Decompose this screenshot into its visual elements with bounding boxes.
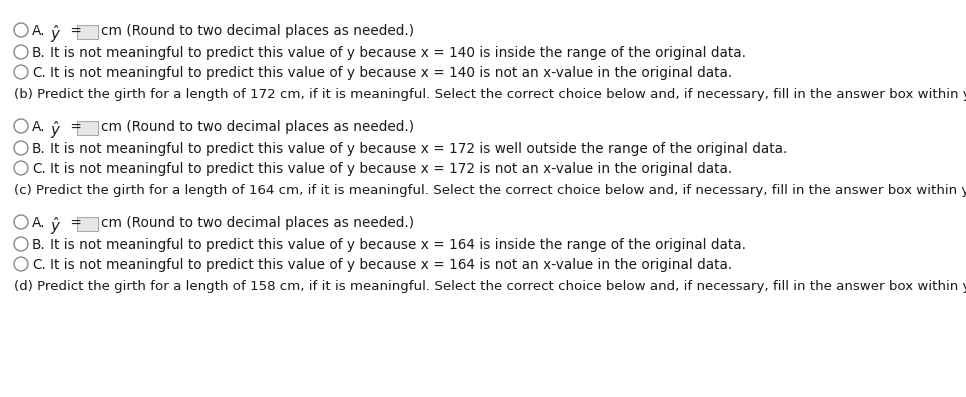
Text: It is not meaningful to predict this value of y because x = 172 is not an x-valu: It is not meaningful to predict this val… <box>50 162 732 176</box>
Text: $\hat{y}$: $\hat{y}$ <box>50 119 62 141</box>
Text: C.: C. <box>32 66 45 80</box>
Text: B.: B. <box>32 142 45 156</box>
Text: It is not meaningful to predict this value of y because x = 172 is well outside : It is not meaningful to predict this val… <box>50 142 787 156</box>
Text: =: = <box>66 216 82 230</box>
FancyBboxPatch shape <box>76 25 98 39</box>
Text: B.: B. <box>32 238 45 252</box>
Text: cm (Round to two decimal places as needed.): cm (Round to two decimal places as neede… <box>101 216 414 230</box>
Text: B.: B. <box>32 46 45 60</box>
Text: $\hat{y}$: $\hat{y}$ <box>50 23 62 45</box>
Text: It is not meaningful to predict this value of y because x = 140 is not an x-valu: It is not meaningful to predict this val… <box>50 66 732 80</box>
Text: It is not meaningful to predict this value of y because x = 164 is not an x-valu: It is not meaningful to predict this val… <box>50 258 732 272</box>
Text: cm (Round to two decimal places as needed.): cm (Round to two decimal places as neede… <box>101 120 414 134</box>
Text: A.: A. <box>32 120 45 134</box>
Text: A.: A. <box>32 216 45 230</box>
Text: It is not meaningful to predict this value of y because x = 164 is inside the ra: It is not meaningful to predict this val… <box>50 238 746 252</box>
Text: C.: C. <box>32 162 45 176</box>
Text: (b) Predict the girth for a length of 172 cm, if it is meaningful. Select the co: (b) Predict the girth for a length of 17… <box>14 88 966 101</box>
Text: =: = <box>66 120 82 134</box>
Text: It is not meaningful to predict this value of y because x = 140 is inside the ra: It is not meaningful to predict this val… <box>50 46 746 60</box>
Text: $\hat{y}$: $\hat{y}$ <box>50 215 62 237</box>
Text: A.: A. <box>32 24 45 38</box>
Text: C.: C. <box>32 258 45 272</box>
Text: cm (Round to two decimal places as needed.): cm (Round to two decimal places as neede… <box>101 24 414 38</box>
Text: =: = <box>66 24 82 38</box>
Text: (c) Predict the girth for a length of 164 cm, if it is meaningful. Select the co: (c) Predict the girth for a length of 16… <box>14 184 966 197</box>
FancyBboxPatch shape <box>76 216 98 231</box>
Text: (d) Predict the girth for a length of 158 cm, if it is meaningful. Select the co: (d) Predict the girth for a length of 15… <box>14 280 966 293</box>
FancyBboxPatch shape <box>76 121 98 135</box>
